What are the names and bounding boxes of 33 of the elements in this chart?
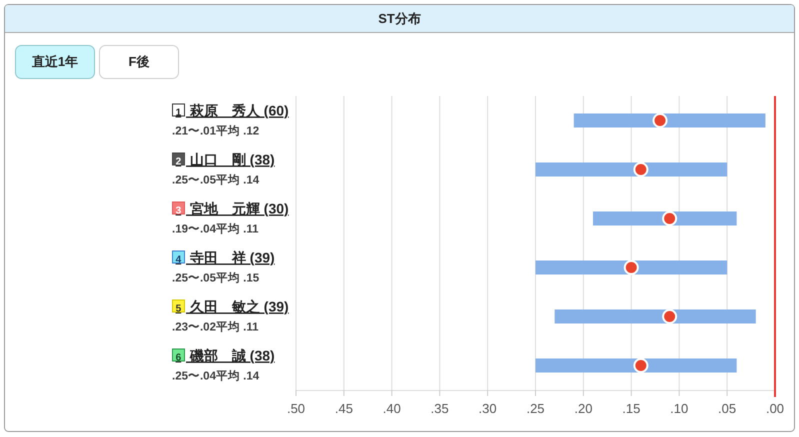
x-tick-label: .25 (526, 401, 545, 416)
bar (536, 358, 737, 372)
data-label: .25〜.05平均 .15 (172, 272, 260, 284)
bar (554, 310, 756, 324)
x-tick-label: .40 (382, 401, 401, 416)
point (633, 358, 648, 373)
x-tick-label: .35 (430, 401, 449, 416)
chart-title: ST分布 (378, 11, 421, 26)
point (633, 162, 648, 177)
x-tick-label: .00 (766, 401, 784, 416)
text: 直近1年 (30, 54, 78, 69)
x-tick-label: .10 (670, 401, 688, 416)
data-label: .19〜.04平均 .11 (172, 222, 260, 236)
x-tick-label: .15 (622, 401, 640, 416)
point (662, 211, 678, 226)
data-label: .25〜.05平均 .14 (172, 174, 260, 186)
x-tick-label: .20 (574, 401, 592, 416)
data-label: .23〜.02平均 .11 (172, 320, 260, 334)
data-label: .21〜.01平均 .12 (172, 124, 260, 138)
bar (536, 162, 728, 176)
y-tick-label: 4 寺田 祥 (39) (176, 250, 275, 266)
text: F後 (128, 54, 150, 69)
x-tick-label: .50 (286, 401, 306, 416)
data-label: .25〜.04平均 .14 (172, 370, 260, 382)
bar (536, 260, 728, 274)
point (652, 113, 668, 128)
bar (574, 114, 766, 128)
x-tick-label: .05 (718, 401, 736, 416)
bar (592, 212, 737, 226)
point (662, 309, 678, 324)
x-tick-label: .30 (478, 401, 497, 416)
x-tick-label: .45 (334, 401, 353, 416)
point (624, 260, 639, 275)
